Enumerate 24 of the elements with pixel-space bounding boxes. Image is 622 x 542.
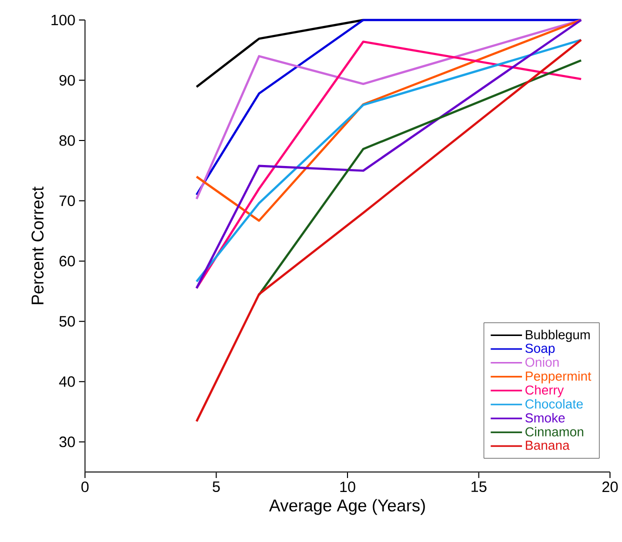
legend-label: Cherry — [525, 385, 564, 398]
legend-label: Soap — [525, 344, 555, 356]
legend-label: Onion — [525, 357, 559, 367]
legend-label: Peppermint — [526, 371, 592, 384]
y-tick-label: 40 — [59, 376, 75, 387]
legend-label: Chocolate — [525, 399, 583, 409]
x-axis-title: Average Age (Years) — [269, 499, 425, 515]
y-tick-label: 70 — [60, 195, 75, 206]
y-tick-label: 50 — [59, 316, 75, 327]
x-tick-label: 15 — [472, 482, 486, 492]
y-tick-label: 30 — [59, 436, 75, 448]
y-tick-label: 90 — [59, 74, 75, 86]
y-tick-label: 100 — [52, 14, 75, 26]
legend-label: Bubblegum — [526, 330, 590, 342]
y-tick-label: 80 — [59, 135, 75, 146]
x-tick-label: 20 — [602, 482, 618, 492]
x-tick-label: 5 — [212, 482, 220, 492]
x-tick-label: 10 — [340, 482, 356, 492]
y-axis-title: Percent Correct — [32, 186, 44, 304]
legend-label: Smoke — [525, 412, 565, 423]
x-tick-label: 0 — [81, 482, 89, 492]
legend-label: Banana — [526, 440, 570, 450]
y-tick-label: 60 — [60, 256, 75, 266]
legend-label: Cinnamon — [525, 426, 584, 436]
